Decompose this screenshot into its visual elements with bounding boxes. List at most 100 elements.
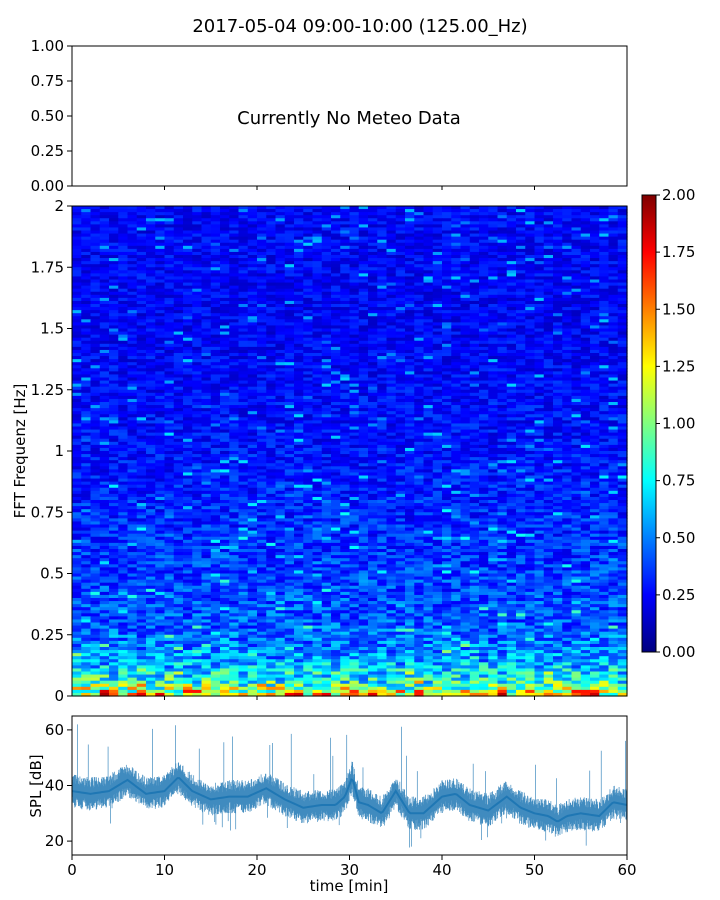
spectrogram-cell bbox=[525, 365, 536, 369]
spectrogram-cell bbox=[155, 337, 166, 342]
spectrogram-cell bbox=[136, 255, 147, 259]
spectrogram-cell bbox=[303, 264, 314, 268]
spectrogram-cell bbox=[580, 392, 591, 397]
spectrogram-cell bbox=[340, 270, 351, 274]
spectrogram-cell bbox=[534, 273, 545, 278]
spectrogram-cell bbox=[543, 209, 554, 213]
spectrogram-cell bbox=[99, 365, 110, 369]
spectrogram-cell bbox=[155, 270, 166, 274]
spectrogram-cell bbox=[266, 276, 277, 281]
spectrogram-cell bbox=[571, 414, 582, 418]
spectrogram-cell bbox=[247, 279, 258, 284]
spectrogram-cell bbox=[303, 371, 314, 376]
spectrogram-cell bbox=[358, 435, 369, 440]
spectrogram-cell bbox=[395, 258, 406, 262]
spectrogram-cell bbox=[294, 236, 304, 241]
spectrogram-cell bbox=[173, 227, 184, 232]
spectrogram-cell bbox=[99, 343, 110, 348]
spectrogram-cell bbox=[312, 386, 323, 391]
spectrogram-cell bbox=[266, 356, 277, 360]
spectrogram-cell bbox=[432, 432, 443, 437]
spectrogram-cell bbox=[275, 435, 286, 440]
spectrogram-cell bbox=[599, 432, 610, 437]
spectrogram-cell bbox=[294, 432, 304, 437]
spectrogram-cell bbox=[247, 218, 258, 222]
spectrogram-cell bbox=[155, 380, 166, 385]
spectrogram-cell bbox=[294, 353, 304, 357]
spectrogram-cell bbox=[321, 209, 332, 213]
spectrogram-cell bbox=[118, 408, 129, 412]
spectrogram-cell bbox=[562, 362, 573, 366]
spectrogram-cell bbox=[395, 304, 406, 308]
spectrogram-cell bbox=[312, 316, 323, 320]
spectrogram-cell bbox=[349, 221, 360, 225]
spectrogram-cell bbox=[136, 365, 147, 369]
spectrogram-cell bbox=[109, 353, 119, 357]
spectrogram-cell bbox=[368, 230, 378, 235]
spectrogram-cell bbox=[303, 288, 314, 293]
spectrogram-cell bbox=[562, 319, 573, 323]
spectrogram-cell bbox=[294, 454, 304, 458]
spectrogram-cell bbox=[210, 297, 221, 302]
spectrogram-cell bbox=[479, 343, 489, 348]
spectrogram-cell bbox=[358, 248, 369, 253]
spectrogram-cell bbox=[118, 313, 129, 317]
spectrogram-cell bbox=[136, 245, 147, 250]
spectrogram-cell bbox=[451, 239, 462, 244]
spectrogram-cell bbox=[543, 371, 554, 376]
spectrogram-cell bbox=[72, 356, 82, 360]
spectrogram-cell bbox=[275, 230, 286, 235]
spectrogram-cell bbox=[525, 429, 536, 434]
spectrogram-cell bbox=[488, 447, 499, 452]
spectrogram-cell bbox=[81, 261, 92, 265]
spectrogram-cell bbox=[155, 334, 166, 339]
spectrogram-cell bbox=[423, 307, 434, 311]
spectrogram-cell bbox=[238, 383, 249, 388]
spectrogram-cell bbox=[118, 209, 129, 213]
spectrogram-cell bbox=[599, 362, 610, 366]
spectrogram-cell bbox=[405, 297, 415, 302]
spectrogram-cell bbox=[118, 282, 129, 287]
spectrogram-cell bbox=[451, 316, 462, 320]
spectrogram-cell bbox=[442, 426, 452, 431]
spectrogram-cell bbox=[349, 251, 360, 256]
spectrogram-cell bbox=[497, 218, 508, 222]
spectrogram-cell bbox=[284, 242, 295, 247]
spectrogram-cell bbox=[201, 255, 212, 259]
spectrogram-cell bbox=[164, 218, 175, 222]
spectrogram-cell bbox=[617, 429, 628, 434]
spectrogram-cell bbox=[109, 230, 119, 235]
spectrogram-cell bbox=[312, 218, 323, 222]
spectrogram-cell bbox=[506, 285, 517, 290]
spectrogram-cell bbox=[506, 441, 517, 446]
spectrogram-cell bbox=[321, 377, 332, 382]
spectrogram-cell bbox=[349, 212, 360, 216]
spectrogram-cell bbox=[349, 291, 360, 296]
spectrogram-cell bbox=[599, 392, 610, 397]
spectrogram-cell bbox=[506, 218, 517, 222]
spectrogram-cell bbox=[247, 389, 258, 394]
spectrogram-cell bbox=[118, 316, 129, 320]
spectrogram-cell bbox=[368, 356, 378, 360]
spectrogram-cell bbox=[81, 319, 92, 323]
spectrogram-cell bbox=[442, 328, 452, 333]
spectrogram-cell bbox=[173, 307, 184, 311]
spectrogram-cell bbox=[525, 227, 536, 232]
spectrogram-cell bbox=[81, 282, 92, 287]
spectrogram-cell bbox=[386, 255, 397, 259]
spectrogram-cell bbox=[432, 389, 443, 394]
spectrogram-cell bbox=[294, 282, 304, 287]
spectrogram-cell bbox=[284, 457, 295, 461]
spectrogram-cell bbox=[127, 245, 138, 250]
spectrogram-cell bbox=[414, 435, 425, 440]
spectrogram-cell bbox=[266, 426, 277, 431]
spectrogram-cell bbox=[201, 224, 212, 229]
spectrogram-cell bbox=[617, 282, 628, 287]
spectrogram-cell bbox=[275, 273, 286, 278]
spectrogram-cell bbox=[321, 411, 332, 415]
spectrogram-cell bbox=[377, 377, 388, 382]
spectrogram-cell bbox=[127, 374, 138, 379]
spectrogram-cell bbox=[479, 218, 489, 222]
spectrogram-cell bbox=[479, 300, 489, 305]
spectrogram-cell bbox=[192, 276, 203, 281]
